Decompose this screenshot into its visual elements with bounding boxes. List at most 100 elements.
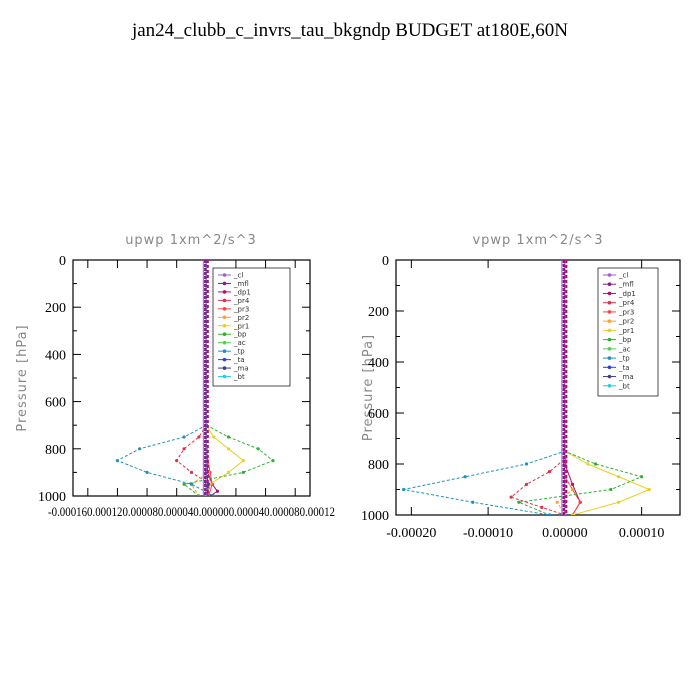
series-line-pr4 — [510, 260, 566, 515]
legend-marker — [607, 319, 612, 323]
legend-label: _pr4 — [618, 299, 635, 307]
y-tick-label: 400 — [368, 356, 389, 371]
series-marker — [189, 482, 194, 486]
series-marker — [145, 470, 149, 474]
y-tick-label: 1000 — [38, 490, 66, 505]
series-marker — [226, 447, 231, 451]
series-line-tp — [403, 260, 566, 515]
y-tick-label: 1000 — [361, 509, 389, 524]
legend-marker — [222, 323, 227, 328]
legend-marker — [607, 328, 612, 333]
legend-label: _bt — [233, 373, 245, 381]
series-marker — [509, 495, 513, 499]
legend-marker — [607, 374, 612, 379]
legend-marker — [222, 374, 227, 379]
y-tick-label: 200 — [368, 305, 389, 320]
legend-box — [597, 267, 659, 397]
series-marker — [471, 500, 475, 504]
legend: _cl_mfl_dp1_pr4_pr3_pr2_pr1_bp_ac_tp_ta_… — [597, 267, 659, 397]
legend-label: _pr1 — [618, 327, 634, 335]
series-marker — [593, 462, 598, 466]
legend-marker — [607, 291, 612, 296]
x-tick-label: -0.00010 — [463, 526, 513, 541]
series-marker — [555, 500, 559, 504]
legend-marker — [222, 366, 227, 370]
legend-marker — [607, 356, 612, 360]
legend-label: _bp — [233, 331, 247, 339]
series-marker — [182, 447, 186, 451]
series-marker — [647, 487, 651, 492]
series-marker — [197, 494, 201, 496]
y-tick-label: 600 — [45, 396, 66, 411]
legend-label: _cl — [618, 272, 628, 280]
series-line-pr4 — [176, 260, 211, 496]
legend-marker — [222, 357, 227, 362]
legend-label: _ma — [233, 365, 249, 373]
legend-marker — [222, 273, 227, 277]
series-marker — [547, 513, 552, 515]
y-tick-label: 800 — [368, 458, 389, 473]
series-marker — [175, 459, 179, 463]
series-marker — [256, 447, 260, 451]
series-marker — [212, 494, 216, 496]
legend-label: _pr2 — [233, 314, 249, 322]
x-tick-label: 0.00010 — [619, 526, 665, 541]
series-marker — [215, 489, 220, 493]
legend-marker — [222, 332, 227, 337]
y-axis-label: Pressure [hPa] — [15, 324, 30, 431]
series-marker — [547, 470, 552, 474]
legend-marker — [222, 307, 227, 311]
y-tick-label: 800 — [45, 443, 66, 458]
series-marker — [463, 475, 467, 479]
legend-label: _pr2 — [618, 318, 634, 326]
series-marker — [241, 470, 245, 474]
series-marker — [402, 487, 406, 492]
series-group — [115, 260, 275, 496]
legend: _cl_mfl_dp1_pr4_pr3_pr2_pr1_bp_ac_tp_ta_… — [212, 267, 291, 387]
series-marker — [616, 475, 621, 479]
legend-marker — [607, 300, 612, 305]
legend-label: _ma — [618, 373, 634, 381]
legend-label: _ac — [233, 339, 246, 347]
chart-title: upwp 1xm^2/s^3 — [125, 233, 257, 248]
legend-label: _ac — [618, 345, 631, 353]
chart-1: upwp 1xm^2/s^3 Pressure [hPa] 0 200 400 600 80… — [15, 233, 335, 519]
series-marker — [524, 482, 529, 486]
y-axis-label: Pressure [hPa] — [361, 334, 376, 441]
chart-title: vpwp 1xm^2/s^3 — [472, 233, 603, 248]
legend-label: _cl — [233, 272, 243, 280]
legend-label: _bt — [618, 382, 630, 390]
legend-marker — [607, 365, 612, 370]
series-marker — [540, 505, 544, 509]
legend-label: _tp — [233, 348, 245, 356]
series-marker — [226, 435, 231, 439]
series-line-bp — [182, 260, 274, 496]
y-tick-label: 600 — [368, 407, 389, 422]
legend-label: _pr4 — [233, 297, 250, 305]
legend-box — [212, 267, 291, 387]
series-marker — [182, 435, 186, 439]
x-tick-label: 0.00000 — [542, 526, 588, 541]
series-marker — [182, 482, 186, 486]
series-marker — [197, 435, 201, 439]
series-marker — [616, 500, 621, 504]
legend-marker — [222, 290, 227, 294]
legend-label: _dp1 — [618, 290, 636, 298]
legend-marker — [607, 337, 612, 342]
legend-label: _ta — [233, 356, 245, 364]
legend-marker — [222, 298, 227, 303]
legend-label: _dp1 — [233, 288, 251, 296]
legend-marker — [607, 310, 612, 314]
series-marker — [524, 462, 529, 466]
legend-marker — [607, 383, 612, 388]
series-marker — [241, 459, 245, 463]
series-marker — [271, 459, 275, 463]
series-marker — [586, 462, 590, 466]
legend-marker — [607, 282, 612, 287]
series-marker — [578, 500, 582, 504]
y-tick-label: 0 — [382, 254, 389, 269]
legend-label: _bp — [618, 336, 632, 344]
series-marker — [212, 435, 216, 439]
legend-marker — [222, 349, 227, 353]
